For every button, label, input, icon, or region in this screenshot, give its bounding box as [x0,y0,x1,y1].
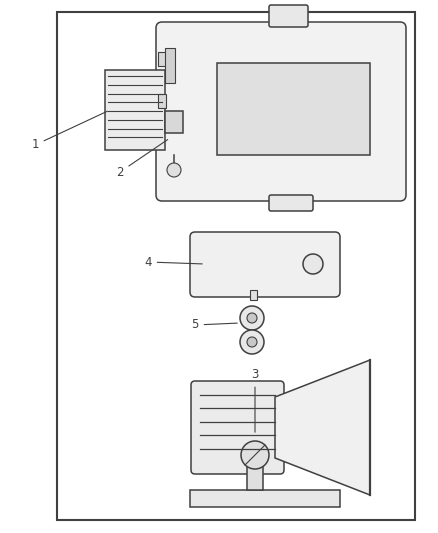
Circle shape [303,254,323,274]
Circle shape [167,163,181,177]
Text: 4: 4 [144,255,202,269]
Bar [57,12,415,520]
Bar [250,290,257,300]
Bar [247,460,263,490]
FancyBboxPatch shape [191,381,284,474]
Bar [158,94,166,108]
Circle shape [240,330,264,354]
Text: 5: 5 [191,319,237,332]
Circle shape [241,441,269,469]
FancyBboxPatch shape [156,22,406,201]
Circle shape [240,306,264,330]
FancyBboxPatch shape [269,5,308,27]
Bar [190,490,340,507]
Bar [165,111,183,133]
Bar [105,70,165,150]
Bar [165,48,175,83]
Text: 1: 1 [31,111,107,151]
Text: 3: 3 [251,368,259,432]
Circle shape [247,313,257,323]
Circle shape [247,337,257,347]
FancyBboxPatch shape [190,232,340,297]
Text: 2: 2 [116,140,168,179]
FancyBboxPatch shape [269,195,313,211]
Bar [217,63,370,155]
Bar [158,52,166,66]
Polygon shape [275,360,370,495]
